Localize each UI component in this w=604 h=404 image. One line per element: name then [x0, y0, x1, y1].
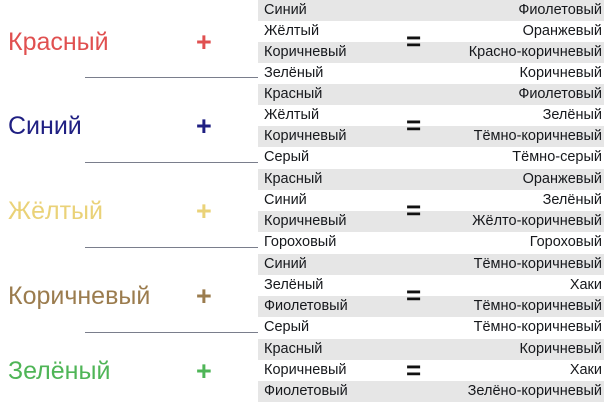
plus-icon-blue: + — [196, 111, 212, 141]
plus-icon-yellow: + — [196, 196, 212, 226]
table-row: Красный Коричневый — [258, 339, 604, 360]
plus-icon-brown: + — [196, 281, 212, 311]
table-row: Зелёный Коричневый — [258, 63, 604, 84]
result-color-label: Фиолетовый — [518, 2, 602, 18]
table-row: Синий Зелёный — [258, 190, 604, 211]
equation-group-green: Красный Коричневый Коричневый Хаки Фиолетовы… — [258, 339, 604, 404]
mix-color-label: Зелёный — [264, 65, 324, 81]
base-color-group-brown: Коричневый + — [0, 254, 258, 339]
table-row: Фиолетовый Зелёно-коричневый — [258, 381, 604, 402]
mix-color-label: Коричневый — [264, 362, 347, 378]
table-row: Красный Оранжевый — [258, 169, 604, 190]
group-divider-brown — [85, 332, 258, 333]
mix-color-label: Серый — [264, 149, 310, 165]
table-row: Синий Тёмно-коричневый — [258, 254, 604, 275]
mix-color-label: Жёлтый — [264, 23, 320, 39]
equals-icon-yellow: = — [406, 195, 421, 225]
mix-color-label: Гороховый — [264, 234, 337, 250]
base-color-label-blue: Синий — [8, 112, 82, 140]
result-color-label: Красно-коричневый — [468, 44, 602, 60]
group-divider-red — [85, 77, 258, 78]
result-color-label: Тёмно-коричневый — [473, 298, 602, 314]
equation-group-yellow: Красный Оранжевый Синий Зелёный Коричневый Жё… — [258, 169, 604, 254]
mix-color-label: Зелёный — [264, 277, 324, 293]
result-color-label: Фиолетовый — [518, 86, 602, 102]
base-color-group-inner: Красный + — [0, 0, 258, 84]
result-color-label: Тёмно-коричневый — [473, 128, 602, 144]
mix-color-label: Красный — [264, 86, 323, 102]
result-color-label: Оранжевый — [522, 23, 602, 39]
base-color-group-inner: Жёлтый + — [0, 169, 258, 254]
group-divider-blue — [85, 162, 258, 163]
equals-icon-blue: = — [406, 110, 421, 140]
equals-icon-green: = — [406, 354, 421, 385]
mix-color-label: Красный — [264, 341, 323, 357]
result-color-label: Хаки — [569, 362, 602, 378]
equals-icon-brown: = — [406, 280, 421, 310]
plus-icon-red: + — [196, 26, 212, 57]
base-color-group-yellow: Жёлтый + — [0, 169, 258, 254]
result-color-label: Тёмно-коричневый — [473, 319, 602, 335]
table-row: Коричневый Тёмно-коричневый — [258, 126, 604, 147]
result-color-label: Гороховый — [529, 234, 602, 250]
equation-group-red: Синий Фиолетовый Жёлтый Оранжевый Коричневый… — [258, 0, 604, 84]
equals-icon-red: = — [406, 26, 421, 56]
base-color-group-inner: Коричневый + — [0, 254, 258, 339]
table-row: Коричневый Хаки — [258, 360, 604, 381]
result-color-label: Хаки — [569, 277, 602, 293]
mix-color-label: Фиолетовый — [264, 298, 348, 314]
table-row: Коричневый Красно-коричневый — [258, 42, 604, 63]
mix-color-label: Красный — [264, 171, 323, 187]
result-color-label: Жёлто-коричневый — [472, 213, 602, 229]
base-color-label-green: Зелёный — [8, 357, 111, 385]
result-color-label: Зелёный — [542, 107, 602, 123]
result-color-label: Зелёно-коричневый — [467, 383, 602, 399]
base-color-group-red: Красный + — [0, 0, 258, 84]
mix-color-label: Синий — [264, 192, 307, 208]
base-color-label-red: Красный — [8, 27, 109, 56]
base-color-group-inner: Зелёный + — [0, 339, 258, 404]
result-color-label: Зелёный — [542, 192, 602, 208]
equation-group-brown: Синий Тёмно-коричневый Зелёный Хаки Фиолетов… — [258, 254, 604, 339]
base-color-group-green: Зелёный + — [0, 339, 258, 404]
result-color-label: Тёмно-серый — [512, 149, 602, 165]
result-color-label: Коричневый — [519, 341, 602, 357]
mix-color-label: Фиолетовый — [264, 383, 348, 399]
table-row: Серый Тёмно-коричневый — [258, 317, 604, 338]
table-row: Зелёный Хаки — [258, 275, 604, 296]
base-color-label-yellow: Жёлтый — [8, 197, 103, 225]
mix-color-label: Коричневый — [264, 213, 347, 229]
table-row: Гороховый Гороховый — [258, 232, 604, 253]
plus-icon-green: + — [196, 356, 212, 386]
result-color-label: Коричневый — [519, 65, 602, 81]
table-row: Жёлтый Оранжевый — [258, 21, 604, 42]
table-row: Фиолетовый Тёмно-коричневый — [258, 296, 604, 317]
table-row: Коричневый Жёлто-коричневый — [258, 211, 604, 232]
base-color-group-blue: Синий + — [0, 84, 258, 169]
mix-color-label: Коричневый — [264, 128, 347, 144]
base-color-group-inner: Синий + — [0, 84, 258, 169]
mix-color-label: Жёлтый — [264, 107, 320, 123]
table-row: Жёлтый Зелёный — [258, 105, 604, 126]
group-divider-yellow — [85, 247, 258, 248]
table-row: Красный Фиолетовый — [258, 84, 604, 105]
result-color-label: Оранжевый — [522, 171, 602, 187]
table-row: Синий Фиолетовый — [258, 0, 604, 21]
result-color-label: Тёмно-коричневый — [473, 256, 602, 272]
mix-color-label: Коричневый — [264, 44, 347, 60]
mix-color-label: Синий — [264, 2, 307, 18]
table-row: Серый Тёмно-серый — [258, 147, 604, 168]
mix-color-label: Серый — [264, 319, 310, 335]
equation-group-blue: Красный Фиолетовый Жёлтый Зелёный Коричневый… — [258, 84, 604, 169]
base-color-label-brown: Коричневый — [8, 282, 151, 310]
mix-color-label: Синий — [264, 256, 307, 272]
